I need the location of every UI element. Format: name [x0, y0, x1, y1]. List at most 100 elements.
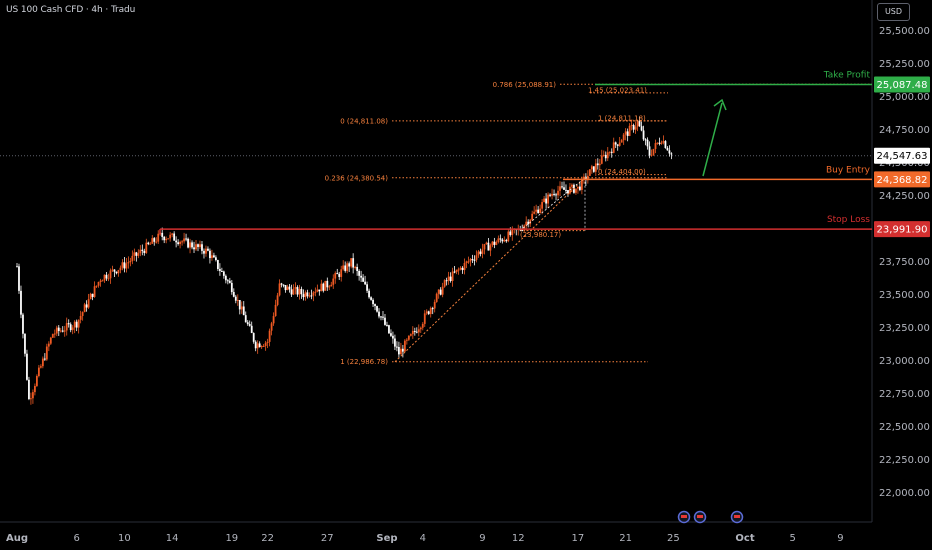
y-tick-label: 23,000.00 — [879, 356, 930, 367]
candle-body — [648, 146, 651, 156]
x-tick-label: Oct — [735, 533, 754, 544]
candle-body — [262, 345, 265, 347]
candle-body — [26, 353, 28, 380]
candle-body — [268, 330, 271, 342]
candle-body — [509, 231, 512, 235]
candle-body — [433, 301, 436, 309]
candle-body — [332, 278, 335, 285]
candle-body — [304, 292, 307, 298]
candle-body — [22, 314, 24, 334]
last-price-badge — [874, 147, 930, 164]
candle-body — [254, 341, 257, 349]
candle-body — [274, 304, 277, 317]
candle-body — [342, 265, 345, 270]
candle-body — [364, 281, 366, 285]
currency-button[interactable]: USD — [877, 3, 910, 21]
y-tick-label: 23,500.00 — [879, 290, 930, 301]
candle-body — [376, 306, 378, 312]
candle-body — [622, 134, 625, 141]
candle-body — [429, 308, 432, 314]
candle-body — [624, 131, 627, 135]
fib-level-label: 0.236 (24,380.54) — [325, 174, 389, 182]
candle-body — [226, 280, 229, 282]
candle-body — [646, 139, 649, 147]
candle-body — [312, 292, 315, 296]
candle-body — [378, 311, 380, 317]
candle-body — [668, 150, 671, 154]
candle-body — [386, 324, 388, 326]
candle-body — [57, 327, 60, 331]
candle-body — [107, 278, 110, 280]
candle-body — [463, 263, 466, 271]
candle-body — [101, 280, 104, 282]
candle-body — [628, 125, 631, 136]
candle-body — [18, 266, 20, 291]
candle-body — [157, 233, 160, 242]
candle-body — [354, 266, 357, 268]
candle-body — [563, 187, 565, 190]
y-tick-label: 25,000.00 — [879, 92, 930, 103]
x-tick-label: 22 — [261, 533, 274, 544]
candle-body — [356, 266, 359, 271]
candle-body — [203, 250, 205, 254]
candle-body — [600, 155, 603, 164]
candle-body — [145, 242, 148, 253]
candle-body — [37, 367, 40, 377]
candle-body — [602, 154, 605, 156]
candle-body — [398, 347, 400, 355]
trade-levels: Take Profit 25,087.48 Buy Entry 24,368.82 St… — [159, 70, 930, 238]
candle-body — [302, 294, 305, 298]
candle-body — [81, 312, 84, 316]
fib-level-label: 0.786 (25,088.91) — [493, 81, 557, 89]
candle-body — [282, 284, 285, 286]
candle-body — [382, 316, 384, 318]
y-tick-label: 25,500.00 — [879, 26, 930, 37]
candle-body — [505, 240, 508, 242]
candle-body — [103, 274, 106, 281]
candle-body — [234, 296, 237, 301]
candle-body — [298, 288, 301, 295]
candle-body — [77, 319, 80, 328]
candle-body — [34, 385, 36, 393]
candle-body — [47, 343, 50, 347]
candle-body — [485, 242, 488, 245]
y-tick-label: 24,250.00 — [879, 191, 930, 202]
candle-body — [310, 295, 313, 297]
candle-body — [300, 288, 303, 295]
candle-body — [551, 193, 553, 196]
candle-body — [61, 330, 64, 332]
candle-body — [632, 125, 635, 130]
candle-body — [165, 238, 168, 241]
fib-level-label: (23,980.17) — [520, 231, 561, 239]
candle-body — [316, 289, 319, 292]
candle-body — [326, 280, 329, 288]
candle-body — [135, 252, 138, 256]
candle-body — [598, 163, 601, 166]
candle-body — [614, 142, 617, 145]
candle-body — [292, 288, 295, 295]
candle-body — [471, 259, 474, 261]
candle-body — [250, 325, 253, 334]
candle-body — [155, 241, 158, 243]
level-name: Buy Entry — [826, 165, 871, 175]
candle-body — [75, 321, 78, 328]
target-arrow — [702, 102, 723, 177]
candle-body — [270, 323, 273, 331]
candle-body — [449, 276, 452, 281]
x-tick-label: 21 — [619, 533, 632, 544]
level-price-badge — [874, 171, 930, 188]
candle-body — [163, 236, 166, 241]
candle-body — [222, 271, 225, 276]
candle-body — [392, 335, 394, 339]
candle-body — [264, 342, 267, 346]
candle-body — [218, 268, 221, 271]
x-tick-label: Sep — [376, 533, 397, 544]
level-price-badge — [874, 76, 930, 93]
candle-body — [640, 126, 643, 131]
candle-body — [215, 257, 217, 261]
y-tick-label: 24,750.00 — [879, 125, 930, 136]
candle-body — [630, 125, 633, 127]
candle-body — [346, 263, 349, 271]
